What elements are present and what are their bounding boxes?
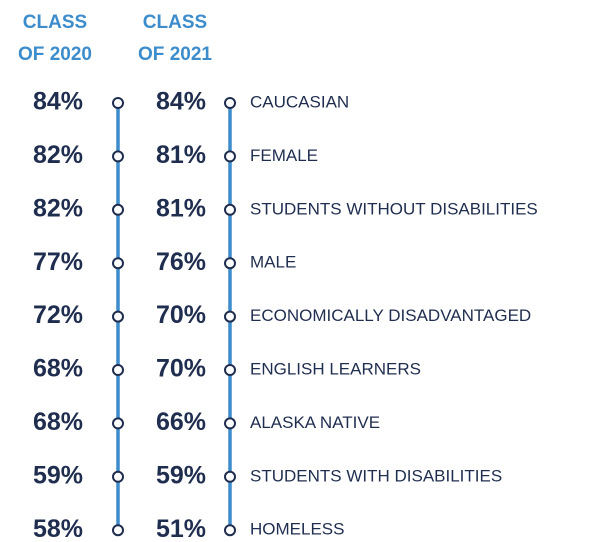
value-2020: 84% (33, 88, 83, 116)
value-2020: 58% (33, 515, 83, 542)
dot (112, 203, 124, 216)
header: CLASS (23, 12, 87, 33)
value-2021: 70% (156, 355, 206, 383)
row-label: STUDENTS WITHOUT DISABILITIES (250, 199, 538, 218)
value-2020: 82% (33, 194, 83, 222)
dot (224, 470, 236, 483)
row-label: ECONOMICALLY DISADVANTAGED (250, 306, 531, 325)
value-2021: 51% (156, 515, 206, 542)
dot (112, 417, 124, 430)
dot (224, 203, 236, 216)
value-2020: 68% (33, 408, 83, 436)
dot (112, 364, 124, 376)
value-2021: 66% (156, 408, 206, 436)
dot (112, 150, 124, 163)
row-label: FEMALE (250, 146, 318, 165)
value-2021: 84% (156, 88, 206, 116)
dot (112, 524, 124, 537)
dot (224, 364, 236, 376)
value-2021: 81% (156, 141, 206, 169)
dot (224, 417, 236, 430)
value-2021: 76% (156, 248, 206, 276)
value-2020: 59% (33, 461, 83, 489)
value-2020: 82% (33, 141, 83, 169)
dot (224, 150, 236, 163)
header: OF 2020 (18, 44, 92, 65)
value-2021: 59% (156, 461, 206, 489)
value-2021: 70% (156, 301, 206, 329)
dot (112, 310, 124, 323)
row-label: MALE (250, 253, 296, 272)
dot (112, 257, 124, 270)
dot (112, 470, 124, 483)
row-label: ALASKA NATIVE (250, 413, 380, 432)
header: OF 2021 (138, 44, 212, 65)
value-2020: 68% (33, 355, 83, 383)
dot (224, 97, 236, 109)
row-label: ENGLISH LEARNERS (250, 359, 421, 378)
value-2020: 72% (33, 301, 83, 329)
row-label: HOMELESS (250, 520, 344, 539)
dot (224, 257, 236, 270)
dot (224, 524, 236, 537)
dot (224, 310, 236, 323)
header: CLASS (143, 12, 207, 33)
row-label: STUDENTS WITH DISABILITIES (250, 466, 502, 485)
value-2020: 77% (33, 248, 83, 276)
value-2021: 81% (156, 194, 206, 222)
dot (112, 97, 124, 109)
row-label: CAUCASIAN (250, 92, 349, 111)
